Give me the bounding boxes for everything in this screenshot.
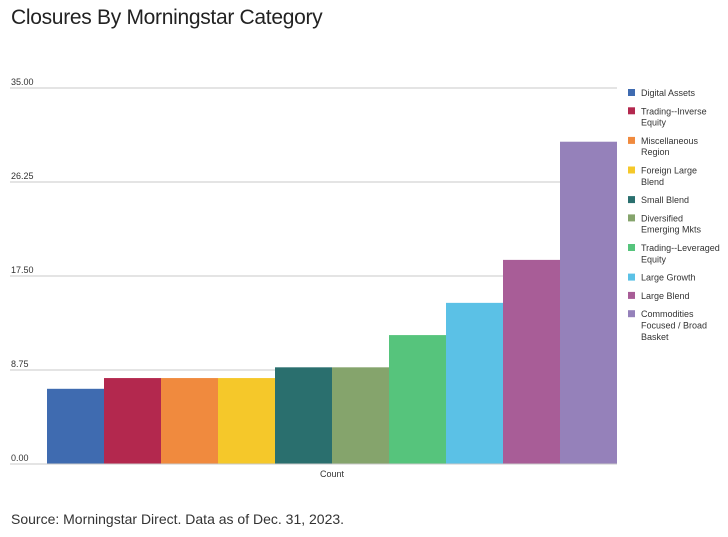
legend-swatch <box>628 166 635 174</box>
bar-trading-inverse-equity <box>104 378 161 464</box>
legend-label: Miscellaneous <box>641 136 699 146</box>
legend-swatch <box>628 136 635 144</box>
x-axis-label: Count <box>320 469 345 479</box>
legend-label: Digital Assets <box>641 88 696 98</box>
legend-label: Trading--Leveraged <box>641 243 720 253</box>
legend-label: Commodities <box>641 309 694 319</box>
bar-large-growth <box>446 302 503 464</box>
legend-label: Blend <box>641 177 664 187</box>
legend-label: Equity <box>641 254 667 264</box>
legend-label: Foreign Large <box>641 166 697 176</box>
bar-foreign-large-blend <box>218 378 275 464</box>
legend-swatch <box>628 89 635 96</box>
legend-label: Focused / Broad <box>641 321 707 331</box>
bar-miscellaneous-region <box>161 378 218 464</box>
bar-commodities-focused-broad-basket <box>560 141 617 464</box>
legend-swatch <box>628 196 635 204</box>
bar-large-blend <box>503 259 560 464</box>
bar-digital-assets <box>47 388 104 464</box>
legend-item: Large Growth <box>628 273 696 283</box>
legend-item: Diversified Emerging Mkts <box>628 213 702 235</box>
bars <box>47 141 617 464</box>
legend-item: Trading--Inverse Equity <box>628 106 707 128</box>
legend-item: Small Blend <box>628 195 689 205</box>
y-tick-label: 26.25 <box>11 171 34 181</box>
source-note: Source: Morningstar Direct. Data as of D… <box>11 511 345 527</box>
legend-label: Large Blend <box>641 291 690 301</box>
legend-label: Equity <box>641 118 667 128</box>
x-axis: Count <box>47 463 617 479</box>
bar-trading-leveraged-equity <box>389 335 446 464</box>
legend-label: Small Blend <box>641 195 689 205</box>
y-tick-label: 0.00 <box>11 453 29 463</box>
legend-label: Emerging Mkts <box>641 225 702 235</box>
y-tick-label: 8.75 <box>11 359 29 369</box>
legend-item: Large Blend <box>628 291 690 301</box>
legend-swatch <box>628 291 635 299</box>
legend-label: Basket <box>641 332 669 342</box>
legend-swatch <box>628 107 635 115</box>
chart-title: Closures By Morningstar Category <box>11 6 323 29</box>
y-tick-label: 17.50 <box>11 265 34 275</box>
legend-label: Large Growth <box>641 273 696 283</box>
y-tick-label: 35.00 <box>11 77 34 87</box>
legend-swatch <box>628 214 635 222</box>
bar-diversified-emerging-mkts <box>332 367 389 464</box>
legend: Digital Assets Trading--Inverse Equity Misc… <box>628 88 720 342</box>
legend-label: Region <box>641 147 670 157</box>
legend-swatch <box>628 273 635 281</box>
legend-label: Trading--Inverse <box>641 106 707 116</box>
bar-small-blend <box>275 367 332 464</box>
legend-swatch <box>628 244 635 251</box>
legend-item: Digital Assets <box>628 88 696 98</box>
y-axis-ticks: 0.00 8.75 17.50 26.25 35.00 <box>11 77 34 463</box>
legend-swatch <box>628 310 635 318</box>
legend-label: Diversified <box>641 213 683 223</box>
